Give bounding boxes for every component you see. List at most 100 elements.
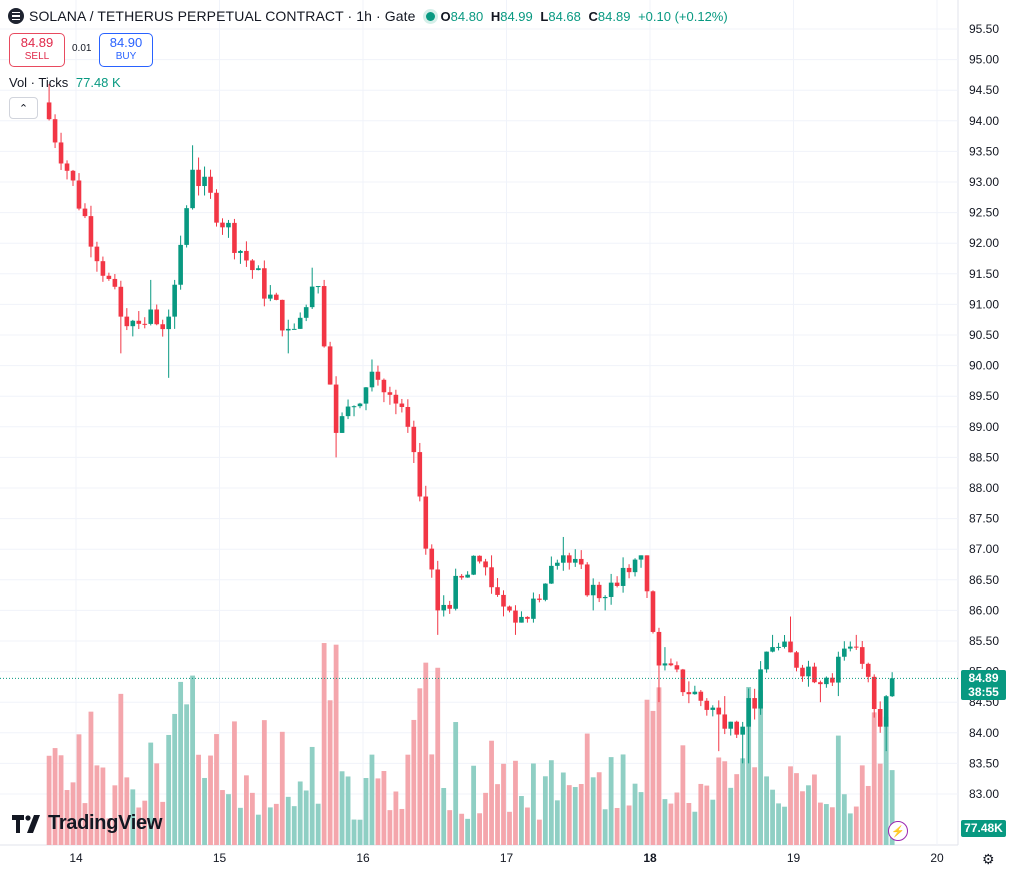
lightning-icon[interactable]: ⚡ [888,821,908,841]
volume-bar [232,721,237,845]
candle-body [710,707,716,710]
volume-bar [411,719,417,845]
candle-body [244,250,249,261]
price-tick-label: 94.50 [969,83,999,97]
candle-body [238,250,243,253]
candle-body [537,598,542,600]
candle-body [339,416,345,433]
solana-icon [8,8,24,24]
chevron-up-icon: ⌃ [18,102,29,115]
volume-bar [339,771,345,845]
candle-body [160,324,165,330]
candle-body [106,275,112,279]
volume-bar [853,806,859,845]
volume-bar [536,819,542,845]
chart-grid [0,0,959,846]
tradingview-logo[interactable]: TradingView [12,812,162,835]
symbol-title[interactable]: SOLANA / TETHERUS PERPETUAL CONTRACT · 1… [29,8,416,24]
volume-bar [614,807,620,845]
candle-body [836,656,841,683]
candle-body [52,119,58,143]
volume-bar [686,803,692,845]
volume-bar [626,805,632,845]
price-tick-label: 87.00 [969,542,999,556]
volume-bar [244,775,249,845]
candle-body [327,346,333,385]
candle-body [842,648,847,657]
candle-body [871,676,877,710]
candle-body [662,663,668,666]
candle-body [214,192,219,223]
candle-body [471,555,476,575]
price-tick-label: 94.00 [969,114,999,128]
volume-bar [94,765,100,845]
volume-bar [513,760,518,845]
candle-body [333,384,339,433]
volume-bar [638,792,644,845]
candle-body [704,700,710,710]
buy-button[interactable]: 84.90 BUY [99,33,153,67]
volume-bar [835,735,841,845]
volume-bar [172,713,178,845]
volume-bar [88,711,94,845]
candle-body [46,102,52,120]
candle-body [483,561,488,568]
candle-body [752,698,757,709]
price-tick-label: 85.50 [969,634,999,648]
settings-gear-icon[interactable]: ⚙ [982,851,995,867]
volume-bar [249,792,255,845]
price-tick-label: 89.50 [969,389,999,403]
volume-bar [818,802,823,845]
volume-bars [46,643,895,845]
candle-body [889,678,895,697]
volume-bar [620,754,626,845]
volume-bar [100,767,106,845]
volume-bar [285,796,291,845]
volume-bar [345,776,351,845]
volume-bar [64,790,70,845]
volume-bar [704,785,710,845]
candle-body [584,564,590,596]
time-axis: 14 15 16 17 18 19 20 [69,851,944,865]
volume-bar [261,720,267,845]
volume-bar [214,734,219,845]
volume-bar [519,796,524,845]
volume-bar [782,806,787,845]
volume-bar [728,787,734,845]
volume-legend[interactable]: Vol · Ticks 77.48 K [9,75,121,90]
candle-body [465,574,470,578]
candle-body [190,169,195,209]
bar-countdown: 38:55 [968,685,999,699]
price-tick-label: 88.00 [969,481,999,495]
candle-body [363,387,369,404]
volume-bar [602,809,608,845]
volume-bar [136,807,142,845]
volume-bar [883,716,889,845]
volume-bar [118,693,124,845]
candle-body [776,646,781,648]
candle-body [393,394,399,404]
volume-bar [829,807,835,845]
price-tick-label: 83.50 [969,756,999,770]
volume-bar [542,776,548,845]
candle-body [459,575,464,578]
price-tick-label: 83.00 [969,787,999,801]
volume-bar [525,807,530,845]
volume-bar [716,757,722,845]
candle-body [64,163,70,171]
volume-bar [405,754,411,845]
candle-body [620,567,626,586]
volume-bar [178,681,184,845]
candle-body [447,604,452,609]
volume-bar [46,755,52,845]
collapse-legend-button[interactable]: ⌃ [9,97,38,119]
sell-button[interactable]: 84.89 SELL [9,33,65,67]
volume-bar [226,794,231,845]
volume-bar [764,776,769,845]
candle-body [883,696,889,727]
candle-body [507,606,512,611]
volume-legend-label: Vol · Ticks [9,75,69,90]
candle-body [220,222,225,228]
volume-bar [710,799,716,845]
